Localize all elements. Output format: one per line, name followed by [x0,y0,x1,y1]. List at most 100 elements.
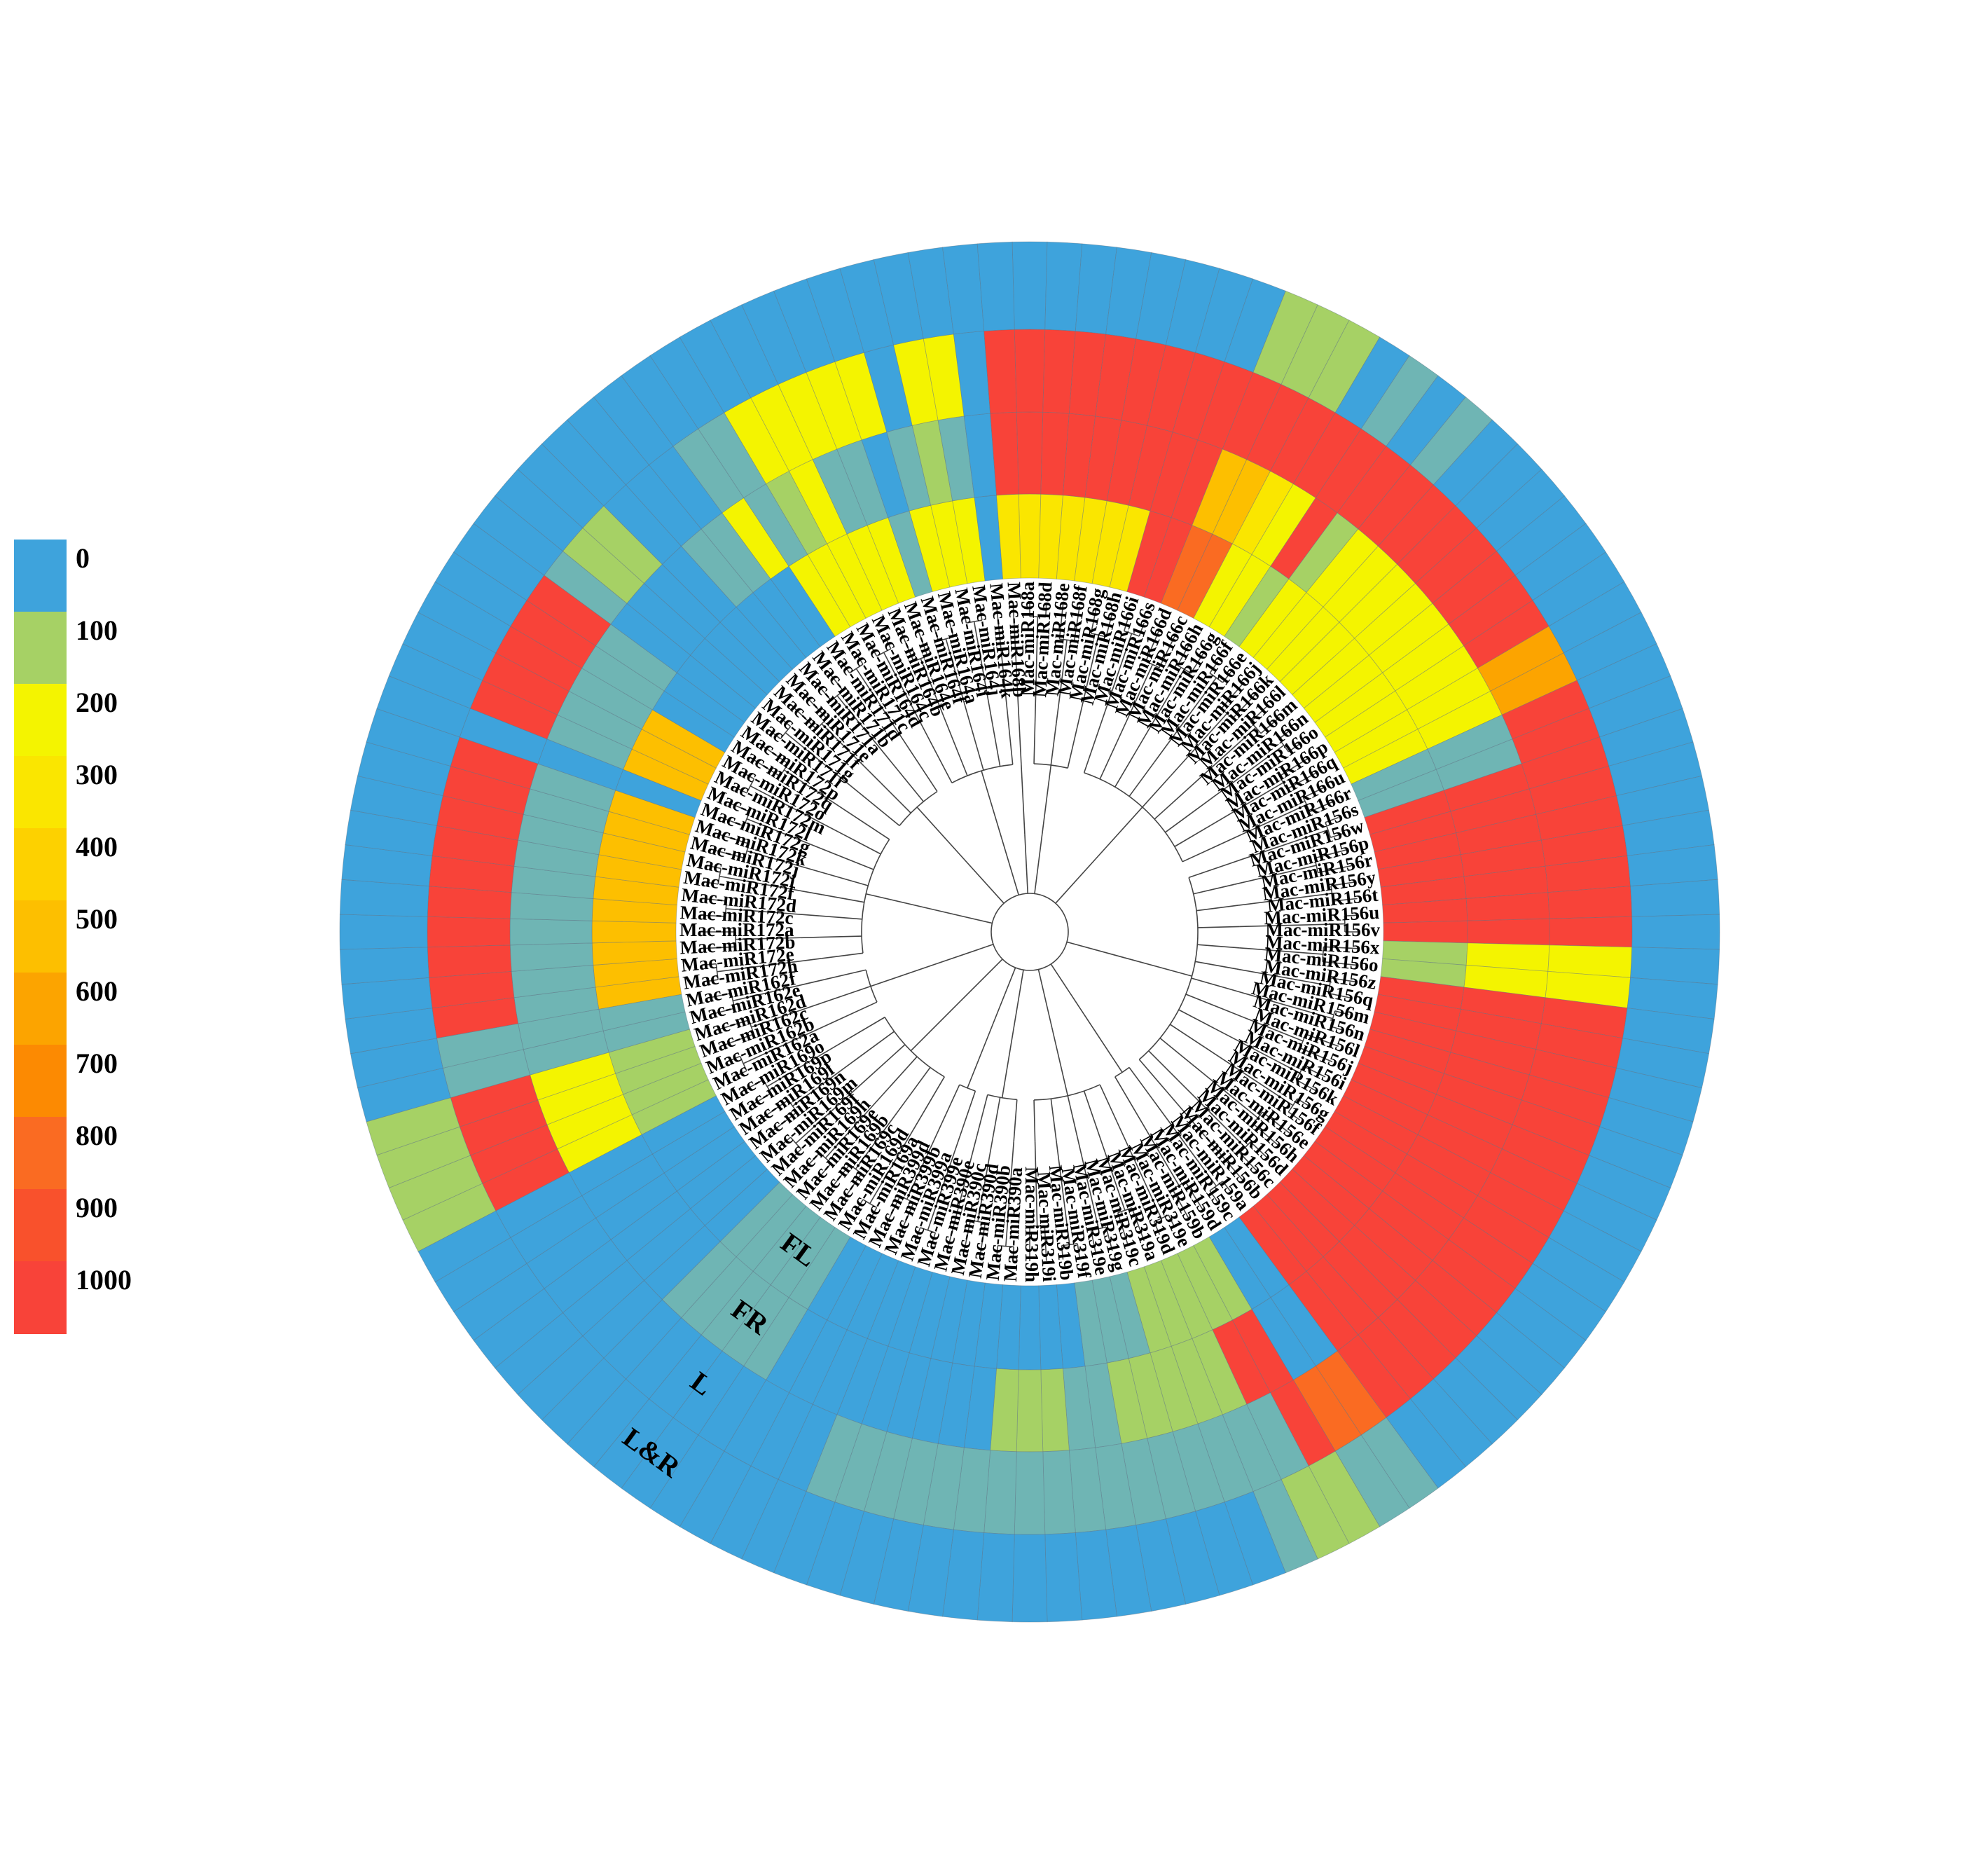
heatmap-cell [1018,493,1042,579]
tree-branch [913,756,938,792]
tree-branch [746,778,755,794]
tree-branch [1239,947,1323,955]
legend-swatch-700 [14,1045,67,1118]
heatmap-cell [526,575,612,647]
tree-branch [702,963,717,966]
heatmap-cell [1589,675,1683,738]
tree-branch [1174,825,1211,847]
heatmap-cell [517,1335,605,1421]
heatmap-cell [974,1282,1004,1369]
tree-branch [1185,994,1225,1011]
tree-branch [821,952,864,959]
heatmap-cell [923,1443,965,1530]
heatmap-cell [1252,592,1324,670]
tree-branch [1007,722,1014,765]
heatmap-cell [1382,1172,1465,1240]
tree-branch [720,817,745,827]
tree-branch [1288,1111,1301,1121]
tree-branch [967,1022,994,1089]
heatmap-cell [1395,645,1478,710]
heatmap-cell [1630,879,1720,917]
heatmap-cell [806,1502,864,1596]
tree-branch [1303,786,1326,799]
tree-branch [1278,729,1291,740]
legend-label: 800 [76,1120,118,1151]
color-legend: 0 100 200 300 400 500 600 700 800 900 1000 [14,540,132,1334]
tree-branch [746,850,828,875]
heatmap-cell [453,523,545,601]
tree-branch [1252,1122,1281,1147]
tree-branch [831,690,844,701]
heatmap-cell [806,268,864,362]
heatmap-cell [1599,708,1694,767]
heatmap-cell [1463,600,1549,669]
heatmap-cell [886,1352,932,1439]
tree-branch [726,801,750,813]
tree-branch [915,1227,921,1242]
tree-branch [961,1090,976,1132]
heatmap-cell [1105,1525,1152,1617]
heatmap-cell [1014,1451,1046,1535]
heatmap-cell [1044,1532,1083,1623]
tree-branch [715,1019,750,1031]
heatmap-cell [1315,428,1387,514]
tree-branch [1279,757,1310,777]
tree-branch [780,726,792,740]
heatmap-cell [625,464,702,547]
tree-branch [1145,629,1161,662]
tree-branch [1295,1079,1318,1092]
tree-branch [1250,1141,1269,1160]
tree-branch [1199,745,1285,809]
heatmap-cell [1224,1491,1286,1586]
tree-branch [1195,961,1237,970]
tree-branch [815,1162,832,1183]
tree-branch [1252,1111,1263,1125]
heatmap-cell [1460,987,1546,1024]
heatmap-cell [631,729,717,785]
heatmap-cell [1608,741,1702,797]
tree-branch [741,1079,764,1092]
heatmap-cell [623,748,709,802]
tree-branch [830,985,871,1001]
heatmap-cell [1224,565,1290,647]
heatmap-cell [1409,397,1493,486]
tree-branch [783,769,855,817]
tree-branch [1205,1047,1294,1106]
tree-branch [1117,1122,1162,1219]
tree-branch [866,893,934,911]
heatmap-cell [1197,1414,1254,1503]
heatmap-cell [1075,243,1117,335]
heatmap-cell [591,920,677,944]
tree-branch [1013,970,1024,1029]
heatmap-cell [339,879,429,917]
heatmap-cell [1270,397,1336,485]
heatmap-cell [1455,443,1542,529]
heatmap-cell [366,708,460,767]
legend-label: 500 [76,903,118,935]
tree-branch [720,1033,754,1047]
tree-branch [1034,617,1039,722]
tree-branch [976,1094,988,1136]
heatmap-cell [1084,415,1122,502]
heatmap-cell [1532,1237,1625,1312]
tree-branch [1090,609,1097,634]
tree-branch [1330,1025,1344,1031]
heatmap-cell [388,643,483,709]
tree-branch [1037,969,1053,1028]
tree-branch [766,1038,849,1087]
heatmap-cell [996,493,1021,579]
heatmap-cell [1238,578,1307,659]
tree-branch [848,1017,885,1039]
tree-branch [945,638,973,730]
heatmap-cell [1068,331,1107,417]
tree-branch [1231,692,1257,720]
tree-branch [750,785,844,835]
tree-branch [1239,923,1345,928]
tree-branch [1128,1066,1155,1102]
leaf-labels: Mac-miR168aMac-miR168dMac-miR168eMac-miR… [679,582,1381,1283]
tree-branch [888,1056,918,1089]
tree-branch [1192,1064,1259,1119]
heatmap-cell [1323,545,1398,623]
tree-branch [790,704,817,730]
tree-branch [710,1008,736,1015]
